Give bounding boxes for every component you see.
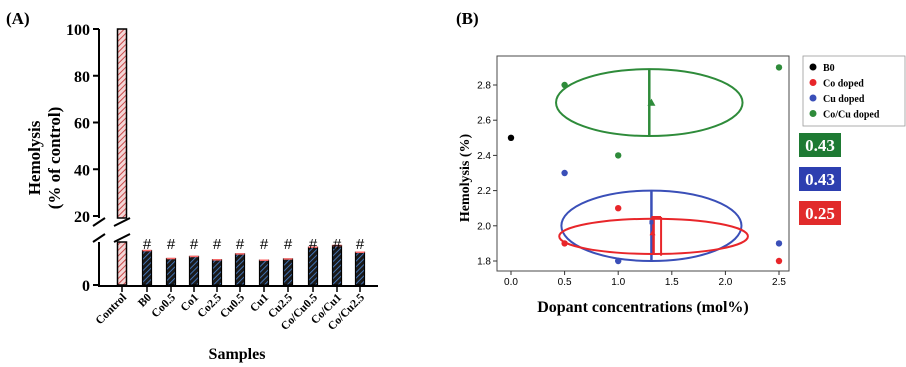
- data-point: [615, 205, 622, 212]
- x-tick-label: B0: [136, 291, 154, 309]
- bar: [116, 28, 128, 219]
- data-point: [775, 257, 783, 265]
- panel-b-ylabel: Hemolysis (%): [458, 134, 473, 223]
- legend-marker: [809, 79, 817, 86]
- axis-break-mark: [92, 217, 106, 227]
- legend-label: Cu doped: [823, 94, 865, 105]
- x-tick-label: Co0.5: [150, 291, 179, 320]
- significance-mark: #: [284, 236, 293, 253]
- y-tick-label: 40: [74, 162, 90, 179]
- x-tick-label: Co2.5: [196, 291, 225, 320]
- mean-marker: [647, 98, 656, 106]
- significance-mark: #: [143, 236, 152, 253]
- legend-marker: [809, 63, 817, 71]
- significance-mark: #: [356, 236, 365, 253]
- y-tick-label: 0: [82, 278, 90, 295]
- x-tick-label: 2.5: [772, 277, 786, 288]
- legend-box: [802, 55, 906, 127]
- r-value-badge-text: 0.43: [805, 170, 835, 189]
- panel-b-xlabel: Dopant concentrations (mol%): [537, 299, 749, 316]
- x-tick-label: 0.5: [558, 277, 572, 288]
- y-tick-label: 2.6: [477, 116, 491, 127]
- data-point: [561, 240, 568, 247]
- panel-a-ylabel-line2: (% of control): [45, 107, 64, 210]
- significance-mark: #: [236, 236, 245, 253]
- x-tick-label: 1.5: [665, 277, 679, 288]
- y-tick-label: 2.0: [477, 221, 491, 232]
- data-point: [561, 81, 568, 89]
- legend-marker: [809, 110, 817, 117]
- legend-label: Co/Cu doped: [823, 110, 880, 121]
- axis-break-mark: [113, 217, 131, 227]
- bar: [282, 258, 294, 286]
- y-tick-label: 20: [74, 209, 90, 226]
- legend-marker: [809, 94, 817, 102]
- r-value-badge: [799, 167, 841, 191]
- significance-mark: #: [333, 236, 342, 253]
- y-tick-label: 100: [66, 22, 90, 39]
- y-tick-label: 2.2: [477, 186, 491, 197]
- y-tick-label: 60: [74, 116, 90, 133]
- x-tick-label: 2.0: [718, 277, 732, 288]
- panel-a-label: (A): [6, 9, 30, 28]
- y-tick-label: 1.8: [477, 257, 491, 268]
- panel-b-scatter-chart: 0.0 0.5 1.0 1.5 2.0 2.5 1.8 2.0 2.2 2.4 2.6 2.8 B0 Co…: [477, 55, 906, 288]
- bar: [141, 249, 153, 286]
- r-value-badge: [799, 133, 841, 157]
- axis-break-mark: [92, 233, 106, 243]
- y-tick-label: 2.4: [477, 151, 491, 162]
- significance-mark: #: [167, 236, 176, 253]
- bar: [211, 259, 223, 286]
- significance-mark: #: [260, 236, 269, 253]
- r-value-badge: [799, 201, 841, 225]
- r-value-badge-text: 0.43: [805, 136, 835, 155]
- panel-a-xlabel: Samples: [209, 346, 266, 363]
- bar: [165, 257, 177, 286]
- mean-marker: [649, 220, 654, 225]
- significance-mark: #: [190, 236, 199, 253]
- mean-marker: [649, 229, 656, 236]
- y-tick-label: 80: [74, 69, 90, 86]
- data-point: [615, 152, 622, 159]
- bar: [188, 255, 200, 286]
- panel-a-ylabel-line1: Hemolysis: [25, 120, 44, 195]
- bar: [234, 253, 246, 286]
- r-value-badge-text: 0.25: [805, 204, 835, 223]
- significance-mark: #: [309, 236, 318, 253]
- legend-label: B0: [823, 63, 835, 74]
- data-point: [561, 169, 568, 177]
- bar: [258, 259, 270, 286]
- axis-break-mark: [113, 233, 131, 243]
- x-tick-label: 0.0: [504, 277, 518, 288]
- significance-mark: #: [213, 236, 222, 253]
- legend-label: Co doped: [823, 79, 864, 90]
- plot-frame: [496, 55, 790, 272]
- bar: [354, 251, 366, 286]
- panel-b-label: (B): [456, 9, 479, 28]
- bar: [116, 241, 128, 286]
- data-point: [775, 240, 783, 247]
- x-tick-label: Cu0.5: [218, 291, 247, 320]
- data-point: [507, 134, 515, 141]
- data-point: [775, 64, 783, 71]
- data-point: [615, 257, 622, 265]
- y-tick-label: 2.8: [477, 81, 491, 92]
- x-tick-label: Control: [94, 292, 129, 327]
- x-tick-label: 1.0: [611, 277, 625, 288]
